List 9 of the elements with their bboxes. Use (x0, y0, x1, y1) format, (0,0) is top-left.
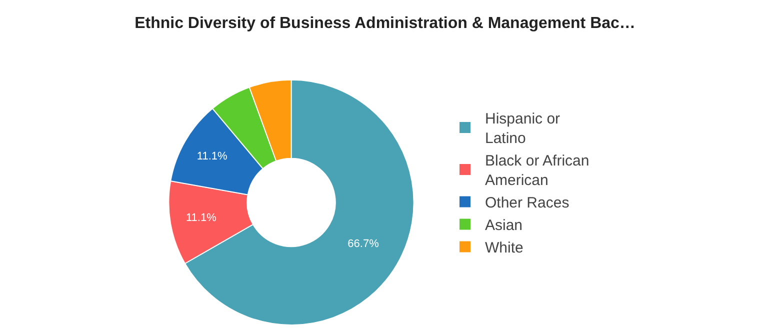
chart-title: Ethnic Diversity of Business Administration & Management Bac… (134, 14, 636, 32)
legend-label: Other Races (485, 194, 570, 212)
data-label: 11.1% (186, 212, 217, 224)
legend-label: Hispanic or Latino (485, 110, 560, 148)
legend-label: Black or African American (485, 152, 590, 190)
legend-label: Asian (485, 217, 523, 234)
data-label: 66.7% (348, 238, 380, 250)
data-label: 11.1% (196, 150, 228, 163)
legend-label: White (485, 240, 524, 257)
